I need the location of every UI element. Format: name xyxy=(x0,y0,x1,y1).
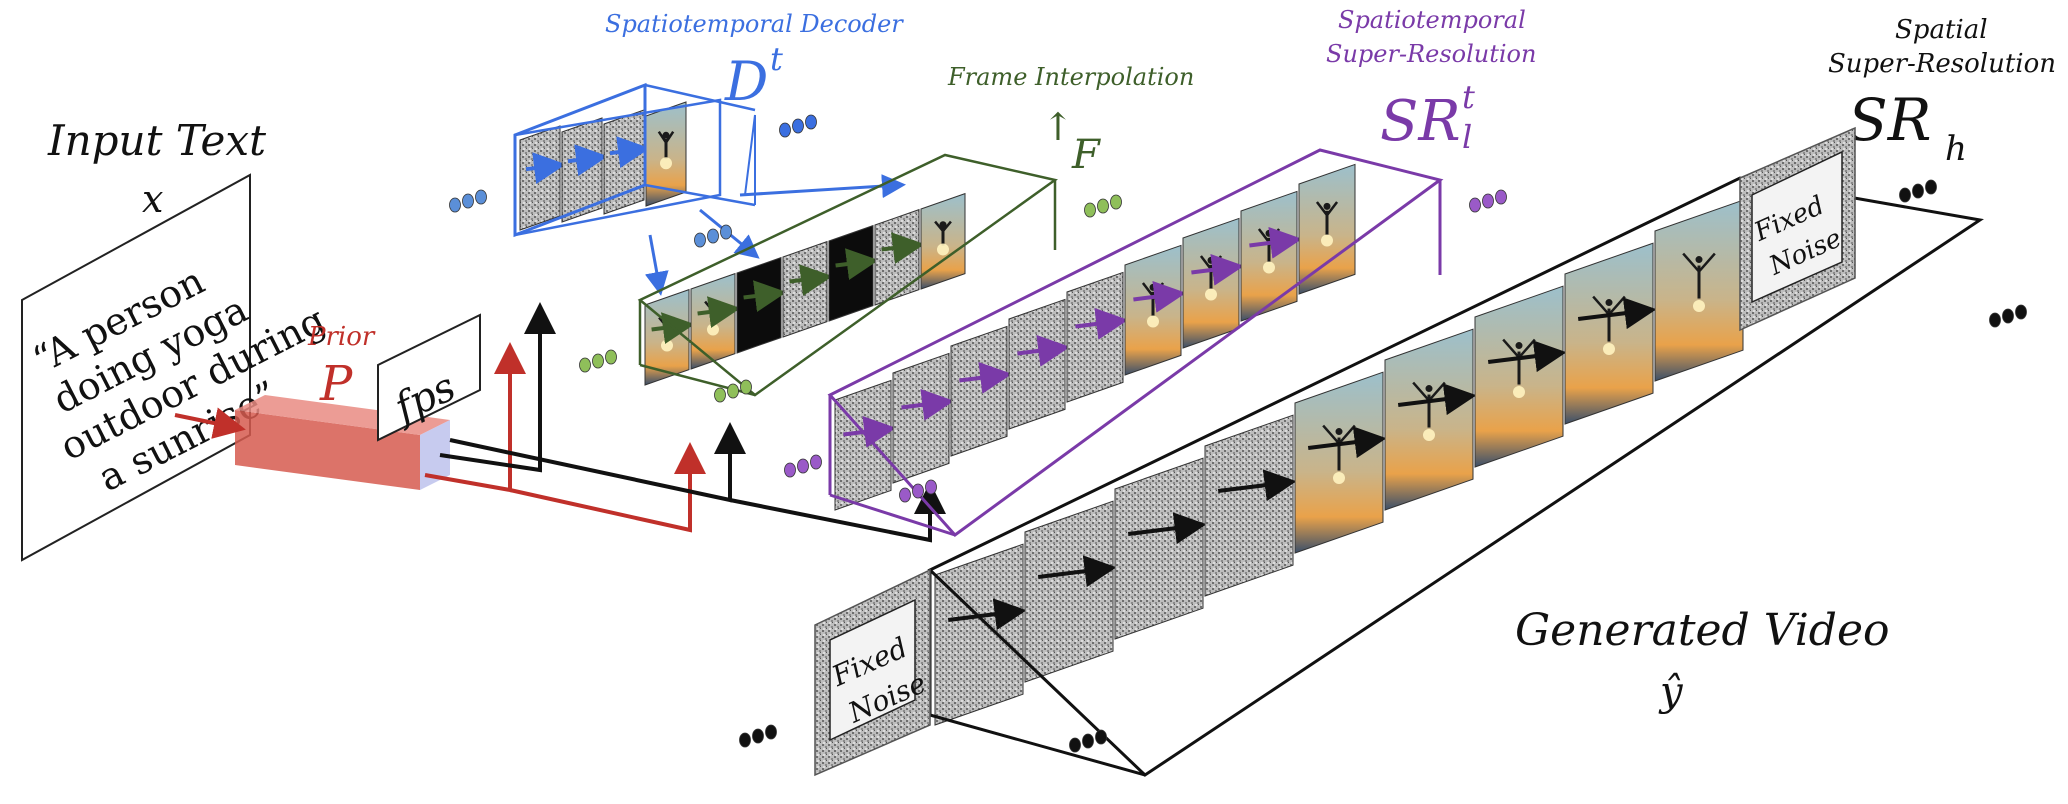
interp-arrow-icon: ↑ xyxy=(1042,105,1074,149)
sr-high-symbol: SR xyxy=(1848,86,1931,154)
fixed-noise-back: Fixed Noise xyxy=(1739,126,1856,332)
sr-low-frame xyxy=(950,325,1013,457)
interp-symbol: F xyxy=(1071,132,1101,178)
ellipsis-dot xyxy=(2015,304,2027,320)
interp-frame xyxy=(690,272,741,370)
ellipsis-dot xyxy=(810,454,822,470)
ellipsis-dot xyxy=(1495,189,1507,205)
sr-high-frame xyxy=(1294,371,1387,554)
sr-low-frame xyxy=(1008,298,1071,430)
sr-low-frame xyxy=(1124,244,1187,376)
sr-low-frame xyxy=(1182,217,1245,349)
sr-low-symbol: SR xyxy=(1380,89,1461,154)
ellipsis-dot xyxy=(1989,312,2001,328)
ellipsis-dot xyxy=(707,228,719,244)
generated-video-title: Generated Video xyxy=(1515,605,1889,656)
ellipsis-dot xyxy=(462,193,474,209)
ellipsis-dot xyxy=(1084,202,1096,218)
interp-stage: Frame Interpolation ↑ F xyxy=(637,63,1194,397)
decoder-frame xyxy=(561,117,608,223)
sr-high-frame xyxy=(1204,414,1297,597)
sr-high-title-2: Super-Resolution xyxy=(1828,49,2056,79)
sr-high-title-1: Spatial xyxy=(1895,15,1988,45)
ellipsis-dot xyxy=(1095,729,1107,745)
input-text-panel: Input Text x “A person doing yoga outdoo… xyxy=(21,116,332,562)
input-text-heading: Input Text xyxy=(47,116,266,165)
ellipsis-dot xyxy=(1110,194,1122,210)
sr-low-frame xyxy=(1298,163,1356,295)
input-variable: x xyxy=(142,177,163,221)
interp-frame xyxy=(644,288,695,386)
ellipsis-dot xyxy=(714,387,726,403)
sr-high-frame xyxy=(1024,500,1117,683)
fixed-noise-front: Fixed Noise xyxy=(814,568,931,777)
decoder-symbol: D xyxy=(724,50,768,113)
ellipsis-dot xyxy=(740,379,752,395)
sr-high-frame xyxy=(1384,328,1477,511)
sr-low-frame xyxy=(892,352,955,484)
ellipsis-dot xyxy=(2002,308,2014,324)
interp-title: Frame Interpolation xyxy=(947,63,1194,91)
ellipsis-dot xyxy=(1469,197,1481,213)
decoder-frame xyxy=(519,125,566,231)
sr-high-frame xyxy=(1474,285,1567,468)
ellipsis-dot xyxy=(752,728,764,744)
ellipsis-dot xyxy=(592,353,604,369)
ellipsis-dot xyxy=(899,487,911,503)
ellipsis-dot xyxy=(912,483,924,499)
ellipsis-dot xyxy=(579,357,591,373)
sr-high-frame xyxy=(1114,457,1207,640)
sr-low-subscript: l xyxy=(1462,118,1472,156)
sr-low-superscript: t xyxy=(1462,78,1475,116)
sr-low-frame xyxy=(834,379,897,511)
prior-label: Prior xyxy=(307,322,376,352)
ellipsis-dot xyxy=(739,732,751,748)
ellipsis-dot xyxy=(1082,733,1094,749)
decoder-stage: Spatiotemporal Decoder D t xyxy=(513,10,906,296)
generated-video-label: Generated Video ŷ xyxy=(1515,605,1889,715)
generated-video-symbol: ŷ xyxy=(1658,669,1684,715)
interp-frame xyxy=(874,208,925,306)
sr-low-frame xyxy=(1066,271,1129,403)
ellipsis-dot xyxy=(797,458,809,474)
sr-high-frame xyxy=(934,543,1027,726)
sr-high-frame xyxy=(1564,242,1657,425)
conditioning-lines xyxy=(424,302,946,543)
ellipsis-dot xyxy=(449,197,461,213)
ellipsis-dot xyxy=(805,114,817,130)
interp-frame xyxy=(736,256,787,354)
ellipsis-dot xyxy=(605,349,617,365)
ellipsis-dot xyxy=(727,383,739,399)
ellipsis-dot xyxy=(1899,187,1911,203)
sr-high-subscript: h xyxy=(1945,129,1967,169)
ellipsis-dot xyxy=(1069,737,1081,753)
prior-symbol: P xyxy=(319,356,353,412)
ellipsis-dot xyxy=(784,462,796,478)
sr-low-title-2: Super-Resolution xyxy=(1326,40,1536,68)
ellipsis-dot xyxy=(925,479,937,495)
ellipsis-dot xyxy=(475,189,487,205)
continuation-dots xyxy=(449,114,2027,753)
sr-low-title-1: Spatiotemporal xyxy=(1338,6,1526,34)
interp-frame xyxy=(920,192,966,290)
fps-box: fps xyxy=(377,313,481,442)
ellipsis-dot xyxy=(1482,193,1494,209)
ellipsis-dot xyxy=(779,122,791,138)
ellipsis-dot xyxy=(1097,198,1109,214)
interp-frame xyxy=(828,224,879,322)
ellipsis-dot xyxy=(765,724,777,740)
interp-frame xyxy=(782,240,833,338)
ellipsis-dot xyxy=(720,224,732,240)
ellipsis-dot xyxy=(694,232,706,248)
sr-high-frame xyxy=(1654,199,1744,382)
sr-low-frame xyxy=(1240,190,1303,322)
ellipsis-dot xyxy=(1925,179,1937,195)
decoder-superscript: t xyxy=(770,40,783,78)
ellipsis-dot xyxy=(1912,183,1924,199)
decoder-title: Spatiotemporal Decoder xyxy=(605,10,904,38)
ellipsis-dot xyxy=(792,118,804,134)
sr-high-stage: Spatial Super-Resolution SR h xyxy=(927,15,2056,777)
